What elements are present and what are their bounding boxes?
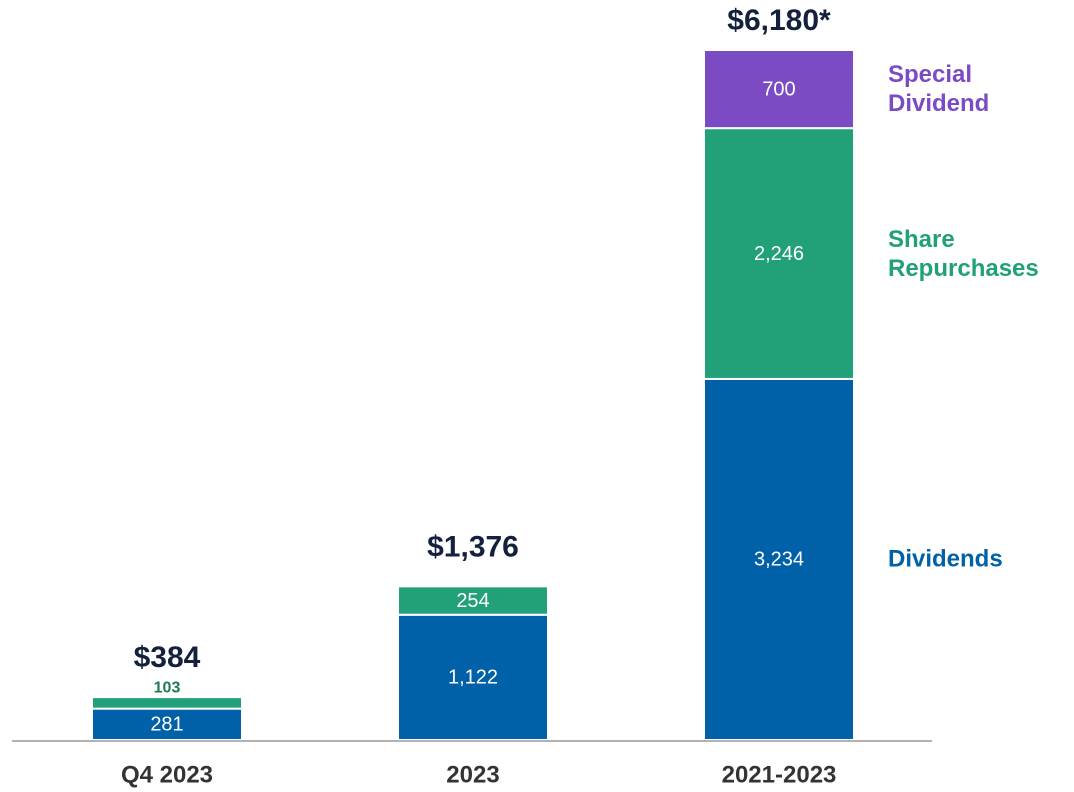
segment-label: 281: [150, 714, 183, 736]
segment-label: 700: [762, 78, 795, 100]
legend-label: Special Dividend: [888, 61, 990, 118]
x-tick-label: Q4 2023: [121, 761, 213, 788]
bar-segment: [397, 585, 549, 616]
segment-label: 3,234: [754, 549, 804, 571]
bar-segment: [703, 377, 855, 741]
bar-segment: [703, 49, 855, 130]
total-label: $1,376: [427, 530, 519, 563]
x-tick-label: 2021-2023: [722, 761, 837, 788]
total-label: $384: [134, 641, 201, 674]
segment-label: 2,246: [754, 243, 804, 265]
total-label: $6,180*: [727, 4, 831, 37]
x-tick-label: 2023: [446, 761, 499, 788]
bar-segment: [397, 613, 549, 741]
legend-label: Share Repurchases: [888, 225, 1039, 282]
bar-segment: [91, 696, 243, 710]
segment-label: 103: [154, 679, 181, 696]
segment-label: 254: [456, 590, 489, 612]
segment-label: 1,122: [448, 667, 498, 689]
bar-segment: [703, 127, 855, 380]
bar-segment: [91, 707, 243, 742]
legend-label: Dividends: [888, 545, 1003, 573]
